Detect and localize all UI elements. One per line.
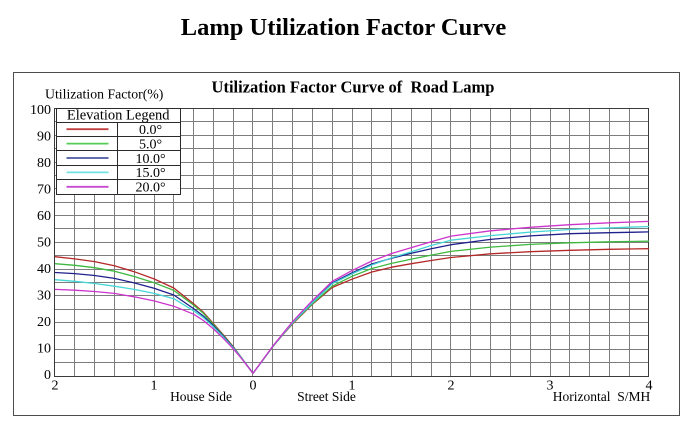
svg-text:Street Side: Street Side [297,389,356,404]
svg-text:Elevation Legend: Elevation Legend [67,107,170,123]
svg-text:0: 0 [250,378,257,393]
svg-text:2: 2 [52,378,59,393]
svg-text:3: 3 [547,378,554,393]
svg-text:10: 10 [37,341,51,356]
svg-text:House Side: House Side [170,389,232,404]
svg-text:10.0°: 10.0° [136,152,166,167]
svg-text:90: 90 [37,129,51,144]
svg-text:40: 40 [37,262,51,277]
svg-text:100: 100 [30,103,51,118]
svg-text:20: 20 [37,315,51,330]
svg-text:15.0°: 15.0° [136,166,166,181]
svg-text:5.0°: 5.0° [139,137,162,152]
svg-text:70: 70 [37,182,51,197]
svg-text:Utilization Factor Curve of R: Utilization Factor Curve of Road Lamp [212,78,495,97]
svg-text:80: 80 [37,156,51,171]
svg-text:4: 4 [646,378,653,393]
svg-text:0: 0 [44,368,51,383]
svg-text:Horizontal S/MH: Horizontal S/MH [553,389,651,404]
svg-text:0.0°: 0.0° [139,123,162,138]
svg-text:Utilization Factor(%): Utilization Factor(%) [45,87,163,103]
svg-text:60: 60 [37,209,51,224]
svg-text:1: 1 [349,378,356,393]
svg-text:1: 1 [151,378,158,393]
svg-text:20.0°: 20.0° [136,181,166,196]
svg-text:50: 50 [37,235,51,250]
svg-text:30: 30 [37,288,51,303]
svg-text:2: 2 [448,378,455,393]
